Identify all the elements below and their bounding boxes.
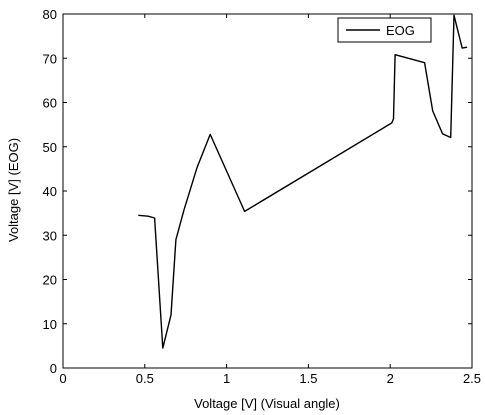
y-tick-label: 30	[43, 228, 57, 243]
x-tick-label: 1.5	[299, 371, 317, 386]
plot-series	[138, 14, 468, 349]
x-tick-label: 1	[223, 371, 230, 386]
tick-labels: 0 0.5 1 1.5 2 2.5 0 10 20 30 40 50 60 70 80	[43, 7, 482, 386]
x-tick-label: 2.5	[463, 371, 481, 386]
x-axis-label: Voltage [V] (Visual angle)	[194, 396, 340, 411]
y-tick-label: 60	[43, 96, 57, 111]
axis-ticks	[62, 13, 473, 369]
legend: EOG	[337, 17, 432, 43]
y-tick-label: 0	[50, 361, 57, 376]
y-tick-label: 40	[43, 184, 57, 199]
plot-frame	[62, 13, 473, 369]
y-tick-label: 20	[43, 273, 57, 288]
y-tick-label: 10	[43, 317, 57, 332]
y-axis-label: Voltage [V] (EOG)	[6, 138, 21, 242]
x-tick-label: 0.5	[136, 371, 154, 386]
y-tick-label: 70	[43, 51, 57, 66]
x-tick-label: 2	[387, 371, 394, 386]
series-line-eog	[138, 14, 468, 349]
y-tick-label: 50	[43, 140, 57, 155]
legend-label-eog: EOG	[386, 23, 415, 38]
y-tick-label: 80	[43, 7, 57, 22]
x-tick-label: 0	[59, 371, 66, 386]
